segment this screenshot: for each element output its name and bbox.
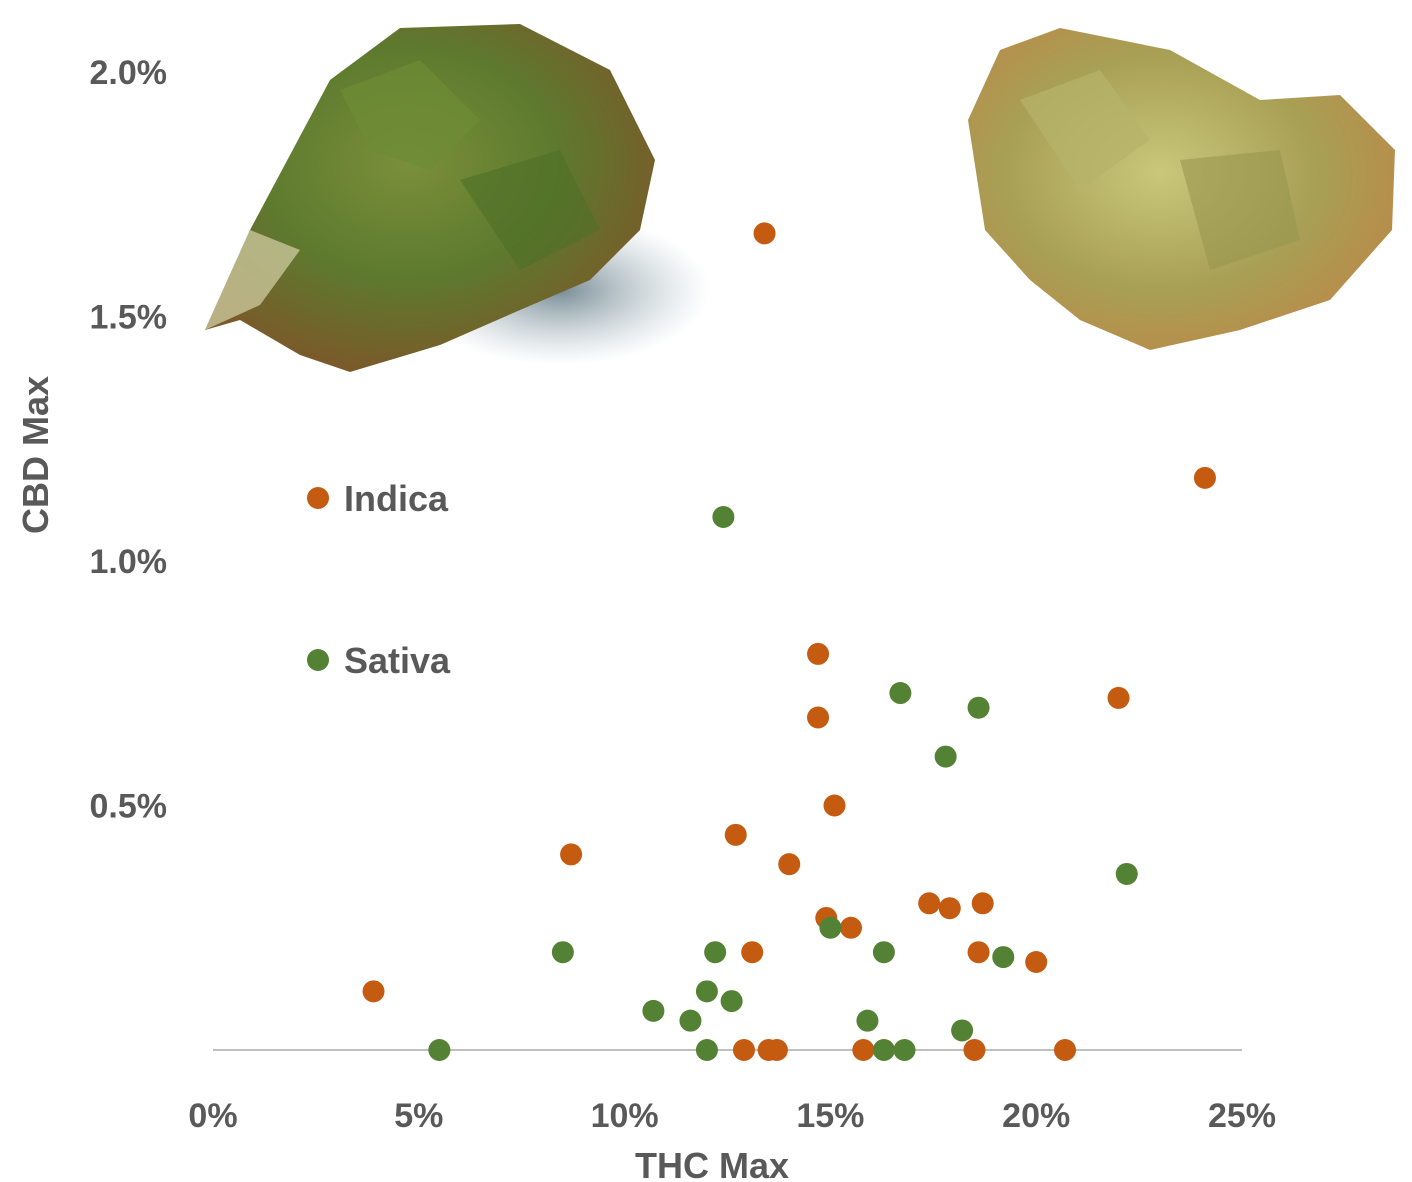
point-indica <box>1025 950 1048 973</box>
point-indica <box>778 853 801 876</box>
legend-label-indica: Indica <box>344 478 449 519</box>
point-indica <box>938 897 961 920</box>
x-tick-label: 25% <box>1208 1097 1276 1135</box>
point-indica <box>823 794 846 817</box>
point-indica <box>918 892 941 915</box>
point-sativa <box>712 505 735 528</box>
x-tick-labels: 0% 5% 10% 15% 20% 25% <box>188 1097 1276 1135</box>
point-sativa <box>872 1039 895 1061</box>
legend-marker-indica <box>307 487 329 509</box>
point-sativa <box>695 980 718 1003</box>
point-indica <box>741 941 764 964</box>
point-indica <box>362 980 385 1003</box>
point-sativa <box>889 682 912 705</box>
point-sativa <box>967 696 990 719</box>
legend-marker-sativa <box>307 649 329 671</box>
y-tick-label: 1.5% <box>90 299 168 337</box>
sativa-bud-image <box>968 28 1395 350</box>
point-sativa <box>642 999 665 1022</box>
y-tick-labels: 0.5% 1.0% 1.5% 2.0% <box>90 54 168 826</box>
point-sativa <box>893 1039 916 1061</box>
point-sativa <box>872 941 895 964</box>
y-axis-title: CBD Max <box>15 376 56 534</box>
point-sativa <box>819 916 842 939</box>
point-sativa <box>856 1009 879 1032</box>
point-sativa <box>720 990 743 1013</box>
point-indica <box>1193 466 1216 489</box>
x-tick-label: 10% <box>591 1097 659 1135</box>
legend-label-sativa: Sativa <box>344 640 451 681</box>
point-sativa <box>951 1019 974 1042</box>
point-indica <box>1054 1039 1077 1061</box>
y-tick-label: 1.0% <box>90 543 168 581</box>
point-sativa <box>1115 862 1138 885</box>
x-tick-label: 0% <box>188 1097 237 1135</box>
indica-bud-image <box>205 24 710 372</box>
point-indica <box>852 1039 875 1061</box>
point-indica <box>560 843 583 866</box>
point-indica <box>967 941 990 964</box>
x-tick-label: 15% <box>796 1097 864 1135</box>
point-sativa <box>695 1039 718 1061</box>
x-tick-label: 5% <box>394 1097 443 1135</box>
x-axis-title: THC Max <box>635 1145 789 1182</box>
x-tick-label: 20% <box>1002 1097 1070 1135</box>
point-sativa <box>992 946 1015 969</box>
point-indica <box>753 222 776 245</box>
y-tick-label: 0.5% <box>90 788 168 826</box>
point-indica <box>971 892 994 915</box>
point-indica <box>765 1039 788 1061</box>
point-indica <box>724 823 747 846</box>
point-indica <box>839 916 862 939</box>
point-sativa <box>934 745 957 768</box>
point-sativa <box>428 1039 451 1061</box>
point-sativa <box>679 1009 702 1032</box>
point-indica <box>1107 686 1130 709</box>
point-sativa <box>704 941 727 964</box>
point-sativa <box>551 941 574 964</box>
data-points <box>362 222 1216 1061</box>
point-indica <box>963 1039 986 1061</box>
point-indica <box>807 642 830 665</box>
point-indica <box>732 1039 755 1061</box>
y-tick-label: 2.0% <box>90 54 168 92</box>
legend: Indica Sativa <box>307 478 451 681</box>
point-indica <box>807 706 830 729</box>
